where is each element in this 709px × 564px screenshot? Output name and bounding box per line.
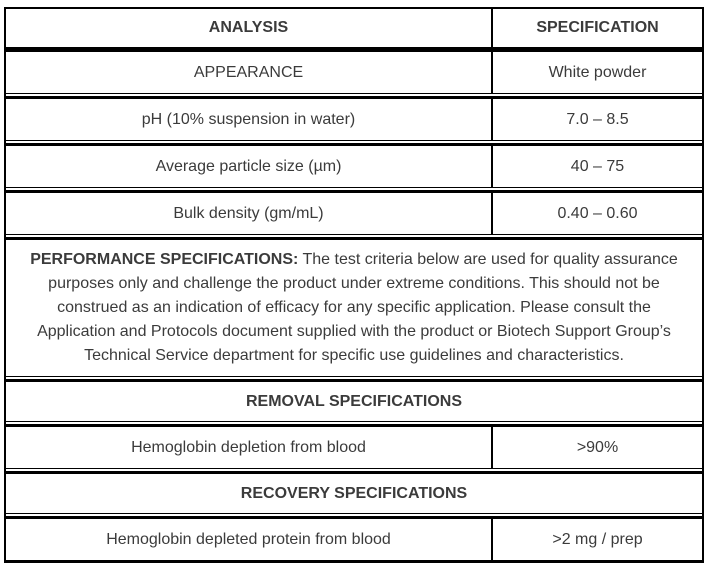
specification-value: 7.0 – 8.5 [566, 110, 629, 128]
analysis-value: Hemoglobin depleted protein from blood [6, 519, 493, 560]
performance-note-text: The test criteria below are used for qua… [37, 251, 678, 364]
column-header-specification: SPECIFICATION [536, 19, 659, 36]
specification-value: >90% [576, 438, 619, 456]
table-row-particle-size: Average particle size (µm) 40 – 75 [6, 143, 702, 188]
recovery-section-title: RECOVERY SPECIFICATIONS [240, 484, 468, 502]
analysis-value: APPEARANCE [6, 52, 493, 93]
analysis-value: Average particle size (µm) [6, 146, 493, 187]
removal-section-title: REMOVAL SPECIFICATIONS [245, 392, 462, 410]
removal-section-header-row: REMOVAL SPECIFICATIONS [6, 379, 702, 422]
column-header-analysis: ANALYSIS [6, 9, 493, 47]
performance-note: PERFORMANCE SPECIFICATIONS: The test cri… [30, 248, 678, 368]
specification-table: ANALYSIS SPECIFICATION APPEARANCE White … [4, 7, 704, 563]
table-row-appearance: APPEARANCE White powder [6, 52, 702, 94]
table-header-row: ANALYSIS SPECIFICATION [6, 9, 702, 52]
performance-note-label: PERFORMANCE SPECIFICATIONS: [30, 251, 299, 268]
table-row-hemoglobin-depleted-protein: Hemoglobin depleted protein from blood >… [6, 516, 702, 561]
performance-note-row: PERFORMANCE SPECIFICATIONS: The test cri… [6, 237, 702, 377]
table-row-ph: pH (10% suspension in water) 7.0 – 8.5 [6, 96, 702, 141]
recovery-section-header-row: RECOVERY SPECIFICATIONS [6, 471, 702, 514]
specification-value: 0.40 – 0.60 [557, 204, 638, 222]
analysis-value: Bulk density (gm/mL) [6, 193, 493, 234]
specification-value: >2 mg / prep [552, 530, 643, 548]
table-row-hemoglobin-depletion: Hemoglobin depletion from blood >90% [6, 424, 702, 469]
analysis-value: pH (10% suspension in water) [6, 99, 493, 140]
analysis-value: Hemoglobin depletion from blood [6, 427, 493, 468]
specification-value: White powder [548, 63, 647, 81]
table-row-bulk-density: Bulk density (gm/mL) 0.40 – 0.60 [6, 190, 702, 235]
specification-value: 40 – 75 [570, 157, 625, 175]
